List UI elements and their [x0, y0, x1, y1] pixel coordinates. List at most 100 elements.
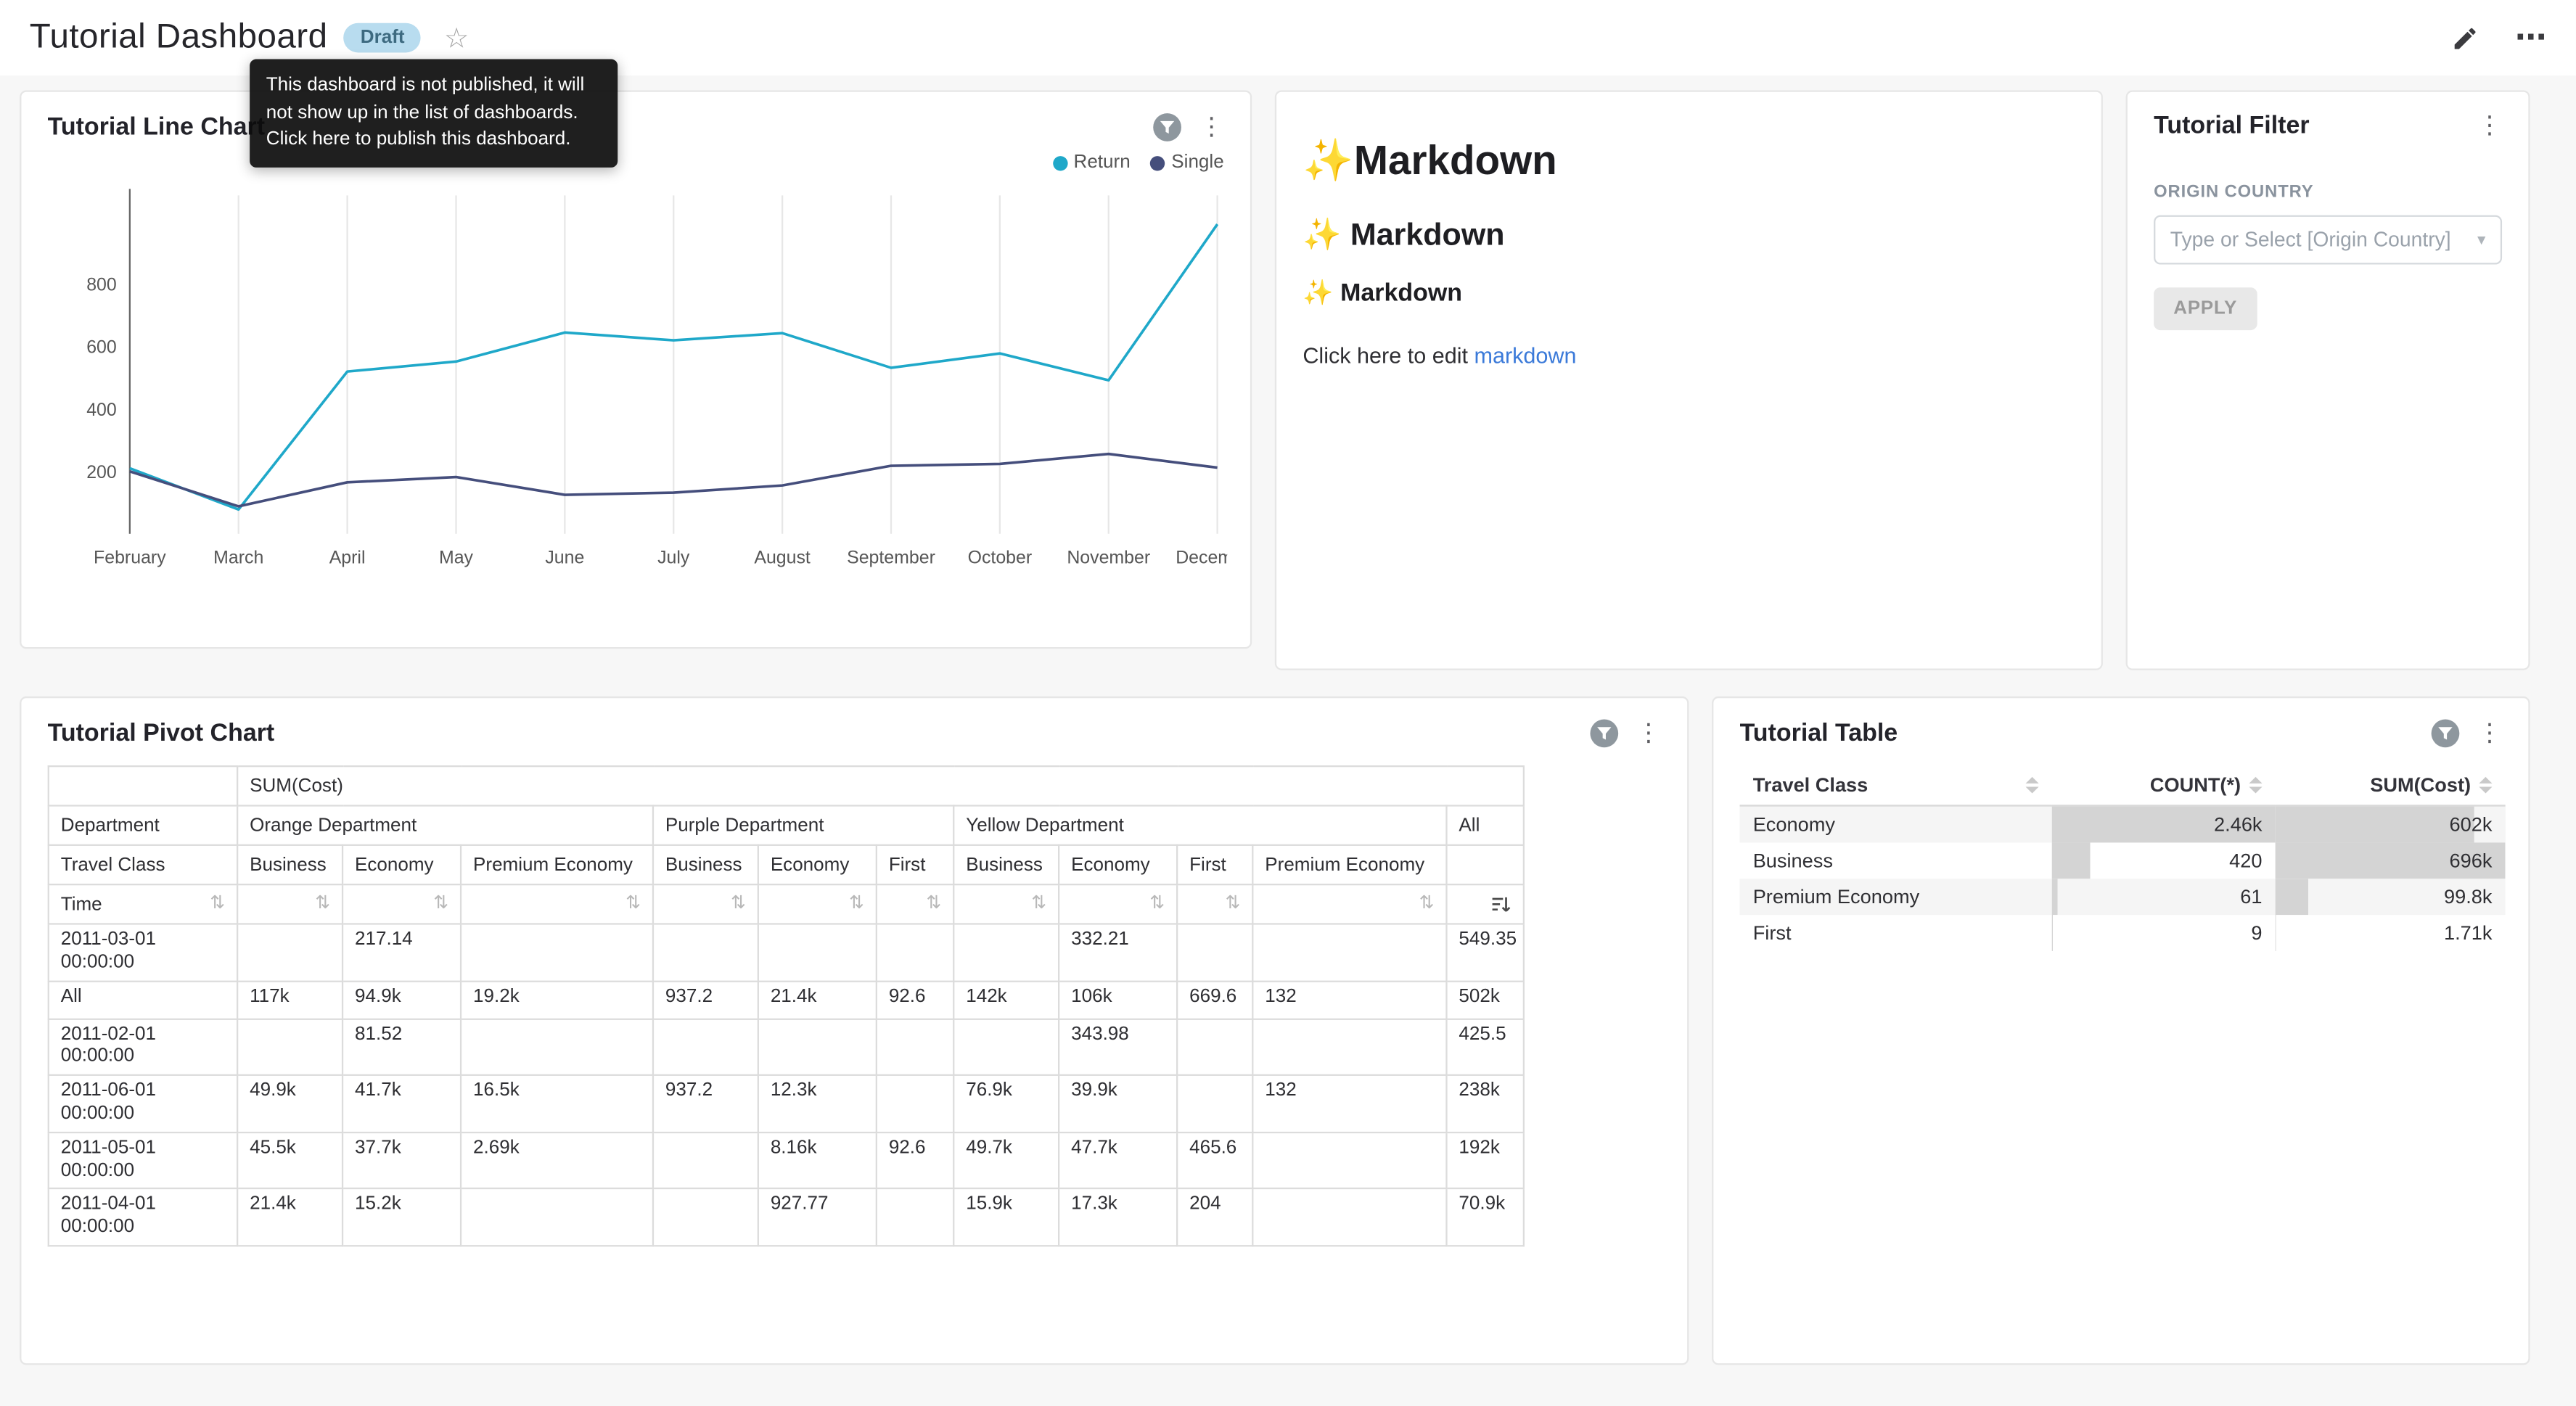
pivot-sort-header[interactable]: ⇅	[237, 884, 344, 925]
pivot-value-cell: 15.2k	[341, 1188, 462, 1247]
pivot-sort-header[interactable]: ⇅	[1176, 884, 1254, 925]
sort-both-icon[interactable]: ⇅	[1149, 893, 1165, 913]
pivot-row-label: All	[47, 979, 239, 1020]
line-chart-card: Tutorial Line Chart ⋮ Return Single Febru…	[20, 90, 1252, 649]
sort-both-icon[interactable]: ⇅	[315, 893, 331, 913]
pivot-chart-title: Tutorial Pivot Chart	[47, 719, 275, 748]
pivot-chart-card: Tutorial Pivot Chart ⋮ SUM(Cost) Departme…	[20, 696, 1689, 1365]
filter-indicator-icon[interactable]	[1152, 112, 1183, 143]
table-header-count-[interactable]: COUNT(*)	[2051, 765, 2276, 807]
pivot-value-cell: 19.2k	[459, 979, 655, 1020]
markdown-card: ✨Markdown ✨ Markdown ✨ Markdown Click he…	[1274, 90, 2103, 670]
filter-indicator-icon[interactable]	[2429, 718, 2461, 749]
pivot-sort-header[interactable]: ⇅	[757, 884, 877, 925]
pivot-value-cell	[1176, 1017, 1254, 1077]
pivot-sort-header[interactable]: ⇅	[953, 884, 1060, 925]
cell-travel-class: Economy	[1752, 813, 1835, 836]
pivot-value-cell: 45.5k	[237, 1131, 344, 1190]
pivot-value-cell: 117k	[237, 979, 344, 1020]
pivot-sort-header[interactable]: ⇅	[459, 884, 655, 925]
pivot-value-cell: 21.4k	[237, 1188, 344, 1247]
sort-both-icon[interactable]: ⇅	[210, 893, 226, 913]
sort-both-icon[interactable]: ⇅	[848, 893, 864, 913]
table-row: Economy 2.46k 602k	[1739, 805, 2506, 843]
pivot-class-header: Economy	[1058, 844, 1178, 886]
kebab-menu-icon[interactable]: ⋮	[1636, 719, 1661, 748]
header-actions: ⋯	[2451, 22, 2546, 54]
pivot-value-cell	[459, 1188, 655, 1247]
pivot-value-cell: 2.69k	[459, 1131, 655, 1190]
sort-both-icon[interactable]: ⇅	[1031, 893, 1047, 913]
favorite-star-icon[interactable]: ☆	[443, 22, 469, 54]
tutorial-table: Travel Class COUNT(*) SUM(Cost) Economy 2.4…	[1739, 765, 2506, 951]
pivot-value-cell: 332.21	[1058, 923, 1178, 982]
pivot-value-cell	[237, 923, 344, 982]
pivot-value-cell	[1176, 923, 1254, 982]
pivot-class-header: Business	[237, 844, 344, 886]
sort-both-icon[interactable]: ⇅	[1225, 893, 1241, 913]
dashboard-row-1: Tutorial Line Chart ⋮ Return Single Febru…	[20, 90, 2556, 670]
cell-sum: 602k	[2275, 805, 2506, 843]
pivot-value-cell	[459, 1017, 655, 1077]
filter-field-label: ORIGIN COUNTRY	[2154, 182, 2314, 202]
chart-legend: Return Single	[48, 153, 1224, 173]
pivot-value-cell: 15.9k	[953, 1188, 1060, 1247]
pivot-value-cell	[875, 1017, 955, 1077]
dashboard-menu-icon[interactable]: ⋯	[2515, 20, 2547, 55]
sort-descending-icon[interactable]	[1490, 894, 1511, 915]
filter-title: Tutorial Filter	[2154, 111, 2310, 140]
table-header-travel-class[interactable]: Travel Class	[1739, 765, 2052, 807]
pivot-value-cell	[1252, 923, 1448, 982]
svg-text:April: April	[329, 548, 366, 568]
pivot-value-cell: 217.14	[341, 923, 462, 982]
pivot-class-header: First	[875, 844, 955, 886]
markdown-edit-link[interactable]: markdown	[1474, 343, 1577, 369]
sort-both-icon[interactable]: ⇅	[926, 893, 942, 913]
draft-badge[interactable]: Draft	[344, 22, 422, 53]
pivot-row-label: 2011-05-01 00:00:00	[47, 1131, 239, 1190]
pivot-value-cell: 94.9k	[341, 979, 462, 1020]
cell-count: 2.46k	[2051, 805, 2276, 843]
svg-text:December: December	[1176, 548, 1227, 568]
pivot-group-header: Purple Department	[652, 805, 955, 846]
sort-both-icon[interactable]: ⇅	[433, 893, 449, 913]
svg-text:June: June	[545, 548, 584, 568]
edit-dashboard-icon[interactable]	[2451, 24, 2479, 52]
pivot-sort-header[interactable]: ⇅	[875, 884, 955, 925]
pivot-value-cell: 92.6	[875, 979, 955, 1020]
markdown-paragraph: Click here to edit markdown	[1303, 343, 2075, 368]
pivot-value-cell: 549.35	[1445, 923, 1525, 982]
cell-sum: 1.71k	[2275, 915, 2506, 951]
kebab-menu-icon[interactable]: ⋮	[2477, 719, 2503, 748]
pivot-row-label: 2011-03-01 00:00:00	[47, 923, 239, 982]
cell-travel-class: Business	[1752, 849, 1833, 873]
apply-button[interactable]: APPLY	[2154, 287, 2257, 331]
pivot-value-cell: 669.6	[1176, 979, 1254, 1020]
kebab-menu-icon[interactable]: ⋮	[2477, 111, 2503, 140]
cell-sum: 696k	[2275, 842, 2506, 879]
pivot-sort-header[interactable]: ⇅	[1058, 884, 1178, 925]
origin-country-select[interactable]: Type or Select [Origin Country] ▾	[2154, 215, 2503, 265]
sort-both-icon[interactable]: ⇅	[1419, 893, 1435, 913]
pivot-sort-header[interactable]: ⇅	[341, 884, 462, 925]
pivot-sort-header[interactable]: ⇅	[1252, 884, 1448, 925]
pivot-time-sort-header[interactable]: Time ⇅	[47, 884, 239, 925]
kebab-menu-icon[interactable]: ⋮	[1199, 113, 1224, 141]
legend-item-single[interactable]: Single	[1149, 153, 1224, 173]
filter-indicator-icon[interactable]	[1588, 718, 1620, 749]
pivot-sort-header[interactable]	[1445, 884, 1525, 925]
pivot-sort-header[interactable]: ⇅	[652, 884, 759, 925]
pivot-value-cell: 937.2	[652, 1074, 759, 1133]
page-title: Tutorial Dashboard	[29, 17, 328, 56]
legend-item-return[interactable]: Return	[1052, 153, 1131, 173]
line-chart-title: Tutorial Line Chart	[47, 113, 266, 141]
sort-both-icon[interactable]: ⇅	[730, 893, 746, 913]
table-header-sum-cost-[interactable]: SUM(Cost)	[2275, 765, 2506, 807]
pivot-value-cell	[875, 923, 955, 982]
svg-text:February: February	[94, 548, 166, 568]
pivot-value-cell: 37.7k	[341, 1131, 462, 1190]
pencil-glyph	[2454, 27, 2476, 49]
sort-both-icon[interactable]: ⇅	[625, 893, 641, 913]
pivot-value-cell	[237, 1017, 344, 1077]
pivot-group-header: Yellow Department	[953, 805, 1448, 846]
